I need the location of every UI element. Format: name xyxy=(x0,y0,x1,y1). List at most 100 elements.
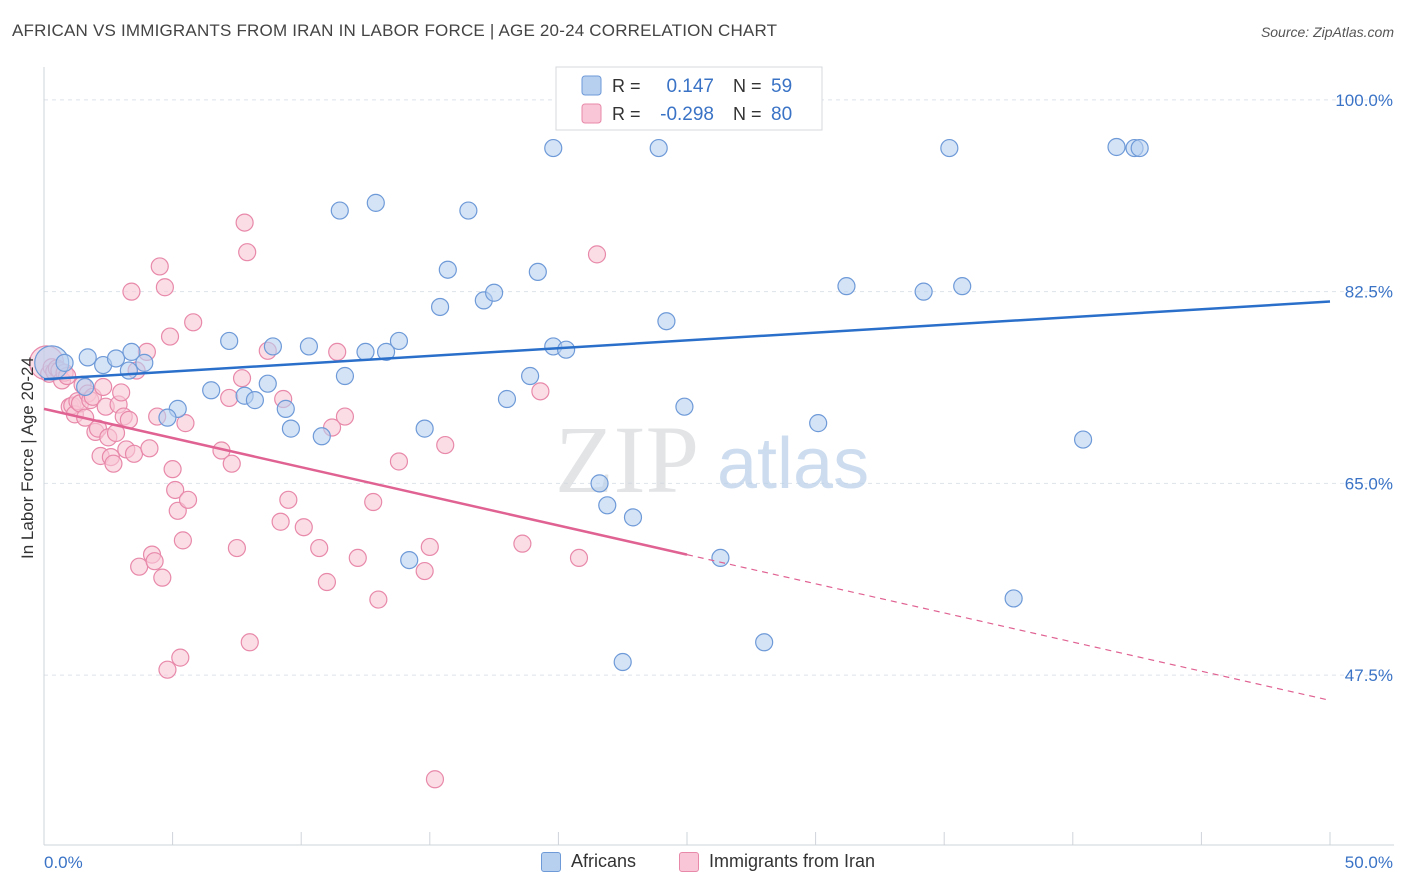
iran-point xyxy=(238,243,257,262)
africans-point xyxy=(497,389,517,409)
africans-point xyxy=(135,353,154,372)
africans-point xyxy=(400,550,419,570)
trend-line-iran xyxy=(43,407,688,556)
legend-item-africans[interactable]: Africans xyxy=(541,851,636,872)
iran-point xyxy=(235,213,254,232)
iran-point xyxy=(94,377,113,397)
axes xyxy=(43,67,1394,846)
africans-point xyxy=(1107,137,1126,157)
stats-swatch-iran xyxy=(581,103,602,124)
africans-point xyxy=(330,201,349,220)
stats-n-label-2: N = xyxy=(733,104,762,124)
iran-point xyxy=(166,480,185,500)
source-credit: Source: ZipAtlas.com xyxy=(1260,24,1394,40)
africans-point xyxy=(521,366,540,386)
africans-point xyxy=(245,391,265,410)
africans-point xyxy=(914,282,933,301)
stats-r-label-1: R = xyxy=(612,76,641,96)
africans-point xyxy=(1073,430,1093,449)
chart-title: AFRICAN VS IMMIGRANTS FROM IRAN IN LABOR… xyxy=(12,21,778,40)
africans-point xyxy=(528,262,547,282)
iran-point xyxy=(160,327,180,346)
iran-point xyxy=(150,257,169,276)
africans-point xyxy=(122,342,141,362)
africans-point xyxy=(485,283,504,302)
africans-point xyxy=(438,260,457,279)
africans-point xyxy=(299,337,319,356)
y-tick-label: 82.5% xyxy=(1345,283,1393,302)
stats-legend: R = 0.147 N = 59 R = -0.298 N = 80 xyxy=(555,66,823,131)
africans-point xyxy=(711,548,730,568)
africans-point xyxy=(623,508,643,527)
bottom-legend: Africans Immigrants from Iran xyxy=(0,851,1406,879)
africans-point xyxy=(202,381,221,400)
africans-point xyxy=(312,427,331,446)
legend-item-iran[interactable]: Immigrants from Iran xyxy=(679,851,875,872)
iran-point xyxy=(220,388,239,408)
iran-point xyxy=(531,382,550,401)
iran-point xyxy=(163,460,182,479)
africans-point xyxy=(158,408,177,427)
africans-point xyxy=(557,340,576,359)
iran-point xyxy=(294,518,313,537)
iran-point xyxy=(569,548,589,568)
iran-point xyxy=(415,561,434,581)
stats-swatch-africans xyxy=(581,75,602,96)
watermark-zip: ZIP xyxy=(555,406,699,513)
africans-point xyxy=(953,277,972,296)
africans-point xyxy=(809,414,828,433)
stats-n-value-1: 59 xyxy=(771,76,792,97)
africans-point xyxy=(649,138,668,158)
africans-point xyxy=(220,331,239,351)
africans-point xyxy=(276,399,295,418)
iran-point xyxy=(389,452,409,471)
africans-point xyxy=(76,377,95,397)
stats-r-label-2: R = xyxy=(612,104,641,124)
trend-lines xyxy=(43,300,1331,701)
iran-point xyxy=(436,435,455,455)
africans-point xyxy=(1130,138,1149,158)
y-tick-label: 65.0% xyxy=(1345,474,1393,493)
africans-point xyxy=(755,633,774,652)
legend-swatch-iran xyxy=(679,851,699,872)
africans-point xyxy=(335,366,355,386)
africans-point xyxy=(657,312,676,331)
y-tick-label: 47.5% xyxy=(1345,666,1393,685)
africans-point xyxy=(544,138,563,158)
africans-point xyxy=(366,193,385,212)
iran-point xyxy=(227,538,246,558)
africans-point xyxy=(590,474,609,493)
y-axis-label: In Labor Force | Age 20-24 xyxy=(18,357,37,559)
trend-line-iran-extension xyxy=(686,554,1331,701)
iran-point xyxy=(140,439,159,458)
iran-point xyxy=(587,245,607,264)
iran-point xyxy=(279,490,298,509)
iran-point xyxy=(232,369,252,388)
iran-point xyxy=(364,492,383,512)
stats-n-label-1: N = xyxy=(733,76,762,96)
x-tick-label-max: 50.0% xyxy=(1345,853,1393,872)
africans-point xyxy=(55,353,74,372)
legend-label-africans: Africans xyxy=(571,851,637,871)
iran-point xyxy=(425,770,445,789)
africans-point xyxy=(415,419,434,438)
stats-r-value-2: -0.298 xyxy=(660,104,714,125)
africans-point xyxy=(613,652,632,672)
africans-point xyxy=(106,349,126,368)
iran-point xyxy=(222,454,241,473)
iran-point xyxy=(122,282,141,301)
iran-point xyxy=(153,568,172,587)
africans-point xyxy=(263,337,283,356)
africans-point xyxy=(598,496,617,515)
iran-point xyxy=(178,490,198,509)
x-tick-label-min: 0.0% xyxy=(44,853,83,872)
africans-point xyxy=(837,277,856,296)
iran-point xyxy=(420,537,439,557)
iran-point xyxy=(310,538,329,558)
iran-point xyxy=(184,313,203,332)
africans-point xyxy=(119,361,138,380)
iran-point xyxy=(240,633,259,652)
iran-point xyxy=(124,444,144,463)
iran-point xyxy=(130,557,149,576)
